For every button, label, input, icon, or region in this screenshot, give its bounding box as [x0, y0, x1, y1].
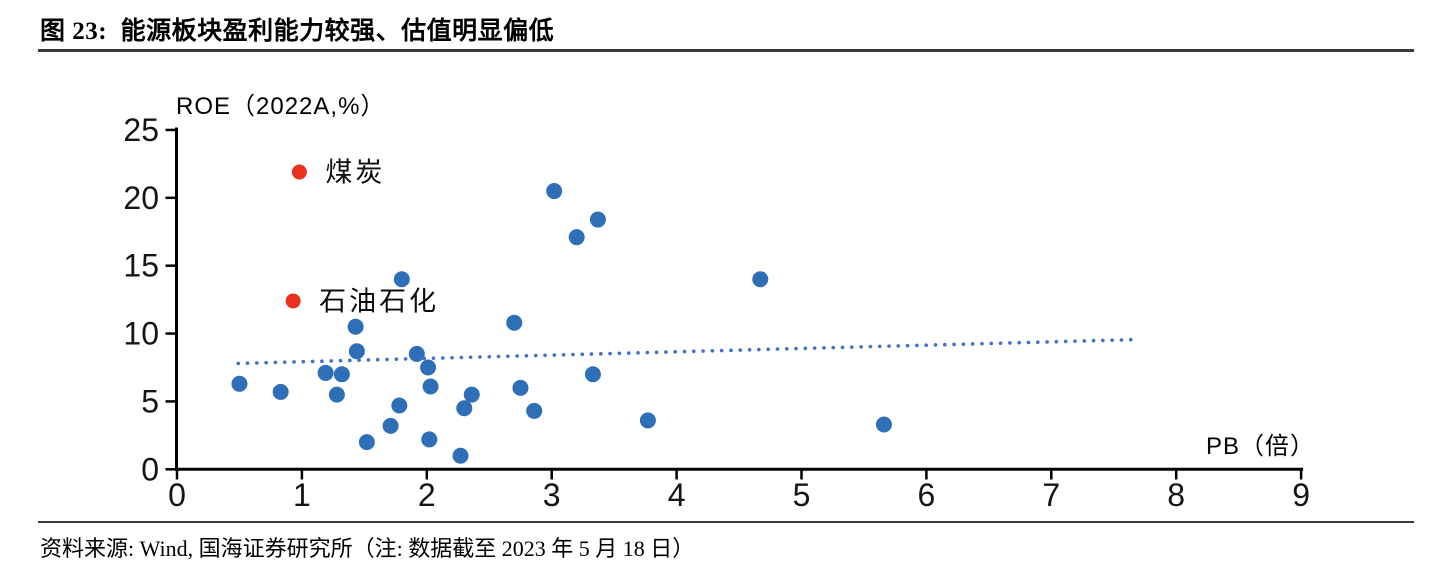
x-tick-label: 8: [1167, 477, 1185, 513]
y-tick-label: 25: [123, 112, 159, 148]
figure-title: 图 23: 能源板块盈利能力较强、估值明显偏低: [40, 18, 555, 45]
data-point: [382, 417, 399, 434]
data-point: [639, 412, 656, 429]
data-point: [393, 271, 410, 288]
data-point: [408, 345, 425, 362]
data-point: [348, 343, 365, 360]
data-point: [317, 364, 334, 381]
x-tick-label: 6: [918, 477, 936, 513]
data-point: [584, 366, 601, 383]
data-point: [231, 375, 248, 392]
data-point: [391, 397, 408, 414]
data-point: [506, 314, 523, 331]
data-point-label: 石油石化: [319, 286, 439, 317]
x-tick-label: 9: [1292, 477, 1310, 513]
data-point: [452, 447, 469, 464]
data-point: [420, 359, 437, 376]
x-tick-label: 5: [793, 477, 811, 513]
data-point: [875, 416, 892, 433]
data-point: [285, 293, 301, 309]
data-point: [463, 386, 480, 403]
trendline: [236, 337, 1135, 366]
x-tick-label: 7: [1042, 477, 1060, 513]
data-point: [546, 183, 563, 200]
x-axis-title: PB（倍）: [1206, 433, 1316, 460]
data-point: [456, 400, 473, 417]
x-tick-label: 3: [543, 477, 561, 513]
y-tick-label: 5: [141, 383, 159, 419]
x-tick-label: 4: [668, 477, 686, 513]
data-point: [328, 386, 345, 403]
y-axis-title: ROE（2022A,%）: [176, 93, 386, 120]
data-point: [422, 378, 439, 395]
source-note: 资料来源: Wind, 国海证券研究所（注: 数据截至 2023 年 5 月 1…: [40, 536, 695, 561]
y-tick-label: 10: [123, 316, 159, 352]
data-point: [421, 431, 438, 448]
title-divider: [38, 49, 1414, 52]
data-point: [752, 271, 769, 288]
data-point: [272, 383, 289, 400]
data-point: [358, 434, 375, 451]
data-point: [333, 366, 350, 383]
x-tick-label: 1: [293, 477, 311, 513]
x-tick-label: 2: [418, 477, 436, 513]
data-point: [347, 318, 364, 335]
data-point: [291, 164, 307, 180]
data-point-label: 煤炭: [325, 158, 385, 189]
y-tick-label: 0: [141, 451, 159, 487]
data-point: [512, 379, 529, 396]
data-point: [589, 211, 606, 228]
x-tick-label: 0: [168, 477, 186, 513]
data-point: [568, 229, 585, 246]
data-point: [526, 402, 543, 419]
footer-divider: [38, 521, 1414, 523]
y-tick-label: 20: [123, 180, 159, 216]
y-tick-label: 15: [123, 248, 159, 284]
